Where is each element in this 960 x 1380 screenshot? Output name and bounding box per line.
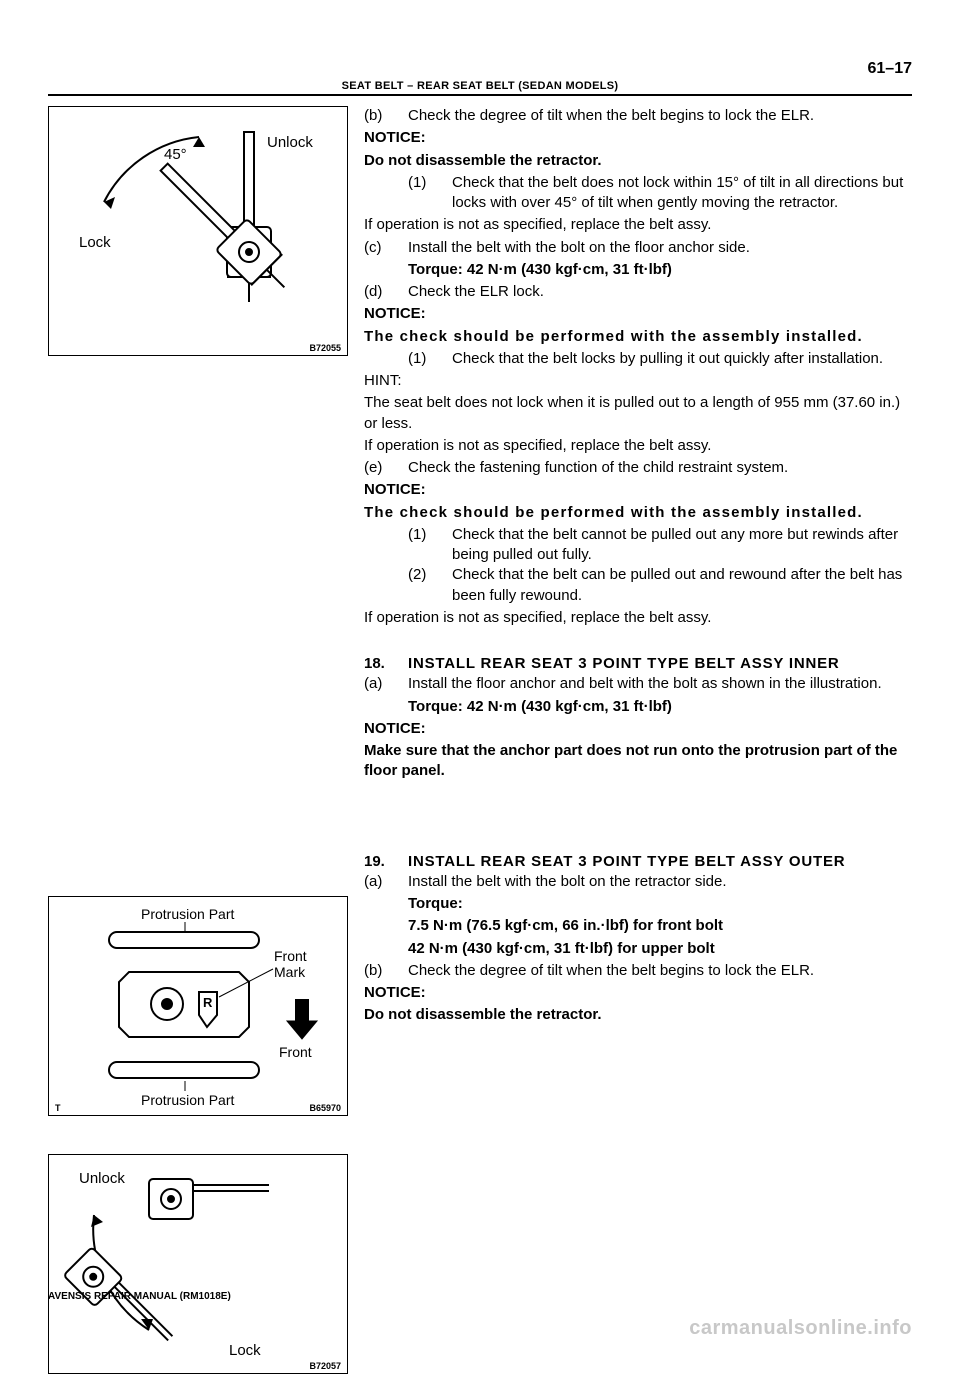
notice-4: NOTICE: <box>364 719 912 739</box>
section-19-title: INSTALL REAR SEAT 3 POINT TYPE BELT ASSY… <box>408 852 912 872</box>
section-19-head: 19. INSTALL REAR SEAT 3 POINT TYPE BELT … <box>364 852 912 872</box>
hint-text: The seat belt does not lock when it is p… <box>364 393 912 434</box>
text-e1: Check that the belt cannot be pulled out… <box>452 525 912 566</box>
item-19b: (b) Check the degree of tilt when the be… <box>364 961 912 981</box>
footer-manual-id: AVENSIS REPAIR MANUAL (RM1018E) <box>48 1291 231 1302</box>
figure-retractor-tilt-2: Unlock 45° <box>48 1154 348 1374</box>
hint-label: HINT: <box>364 371 912 391</box>
fig2-protrusion-bot: Protrusion Part <box>141 1092 234 1108</box>
text-d1: Check that the belt locks by pulling it … <box>452 349 912 369</box>
notice-1: NOTICE: <box>364 128 912 148</box>
item-e-2: (2) Check that the belt can be pulled ou… <box>364 565 912 606</box>
fig3-unlock: Unlock <box>79 1170 125 1187</box>
item-e: (e) Check the fastening function of the … <box>364 458 912 478</box>
ifop-2: If operation is not as specified, replac… <box>364 436 912 456</box>
fig2-front: Front <box>279 1044 312 1060</box>
fig3-lock: Lock <box>229 1342 261 1359</box>
fig1-unlock: Unlock <box>267 134 313 151</box>
running-head: SEAT BELT – REAR SEAT BELT (SEDAN MODELS… <box>48 80 912 92</box>
label-c: (c) <box>364 238 408 258</box>
torque-18a: Torque: 42 N·m (430 kgf·cm, 31 ft·lbf) <box>364 697 912 717</box>
torque-19a-label: Torque: <box>364 894 912 914</box>
page-number: 61–17 <box>48 60 912 78</box>
item-b-1: (1) Check that the belt does not lock wi… <box>364 173 912 214</box>
label-b1: (1) <box>408 173 452 214</box>
notice-2-text: The check should be performed with the a… <box>364 327 912 347</box>
text-e: Check the fastening function of the chil… <box>408 458 912 478</box>
figure-floor-anchor: Protrusion Part R Front Mark <box>48 896 348 1116</box>
notice-1-text: Do not disassemble the retractor. <box>364 151 912 171</box>
ifop-3: If operation is not as specified, replac… <box>364 608 912 628</box>
text-e2: Check that the belt can be pulled out an… <box>452 565 912 606</box>
text-19b: Check the degree of tilt when the belt b… <box>408 961 912 981</box>
item-18a: (a) Install the floor anchor and belt wi… <box>364 674 912 694</box>
label-19a: (a) <box>364 872 408 892</box>
fig1-lock: Lock <box>79 234 111 251</box>
item-e-1: (1) Check that the belt cannot be pulled… <box>364 525 912 566</box>
notice-5-text: Do not disassemble the retractor. <box>364 1005 912 1025</box>
text-18a: Install the floor anchor and belt with t… <box>408 674 912 694</box>
label-e: (e) <box>364 458 408 478</box>
item-b: (b) Check the degree of tilt when the be… <box>364 106 912 126</box>
section-18-num: 18. <box>364 654 408 674</box>
text-c: Install the belt with the bolt on the fl… <box>408 238 912 258</box>
item-d-1: (1) Check that the belt locks by pulling… <box>364 349 912 369</box>
label-e1: (1) <box>408 525 452 566</box>
section-19-num: 19. <box>364 852 408 872</box>
fig2-frontmark-2: Mark <box>274 964 306 980</box>
notice-2: NOTICE: <box>364 304 912 324</box>
fig1-angle: 45° <box>164 146 187 163</box>
text-b1: Check that the belt does not lock within… <box>452 173 912 214</box>
torque-c: Torque: 42 N·m (430 kgf·cm, 31 ft·lbf) <box>364 260 912 280</box>
label-b: (b) <box>364 106 408 126</box>
fig2-code-right: B65970 <box>309 1103 341 1113</box>
svg-text:Front Mark: Front Mark <box>274 948 311 980</box>
torque-19a-2: 42 N·m (430 kgf·cm, 31 ft·lbf) for upper… <box>364 939 912 959</box>
fig3-code: B72057 <box>309 1361 341 1371</box>
label-18a: (a) <box>364 674 408 694</box>
right-column: (b) Check the degree of tilt when the be… <box>364 106 912 1374</box>
notice-4-text: Make sure that the anchor part does not … <box>364 741 912 782</box>
label-e2: (2) <box>408 565 452 606</box>
fig1-code: B72055 <box>309 343 341 353</box>
figure-retractor-tilt-1: 45° Unlock Lock B72055 <box>48 106 348 356</box>
label-d1: (1) <box>408 349 452 369</box>
left-column: 45° Unlock Lock B72055 Protrusion Part <box>48 106 348 1374</box>
item-c: (c) Install the belt with the bolt on th… <box>364 238 912 258</box>
item-19a: (a) Install the belt with the bolt on th… <box>364 872 912 892</box>
fig2-frontmark-1: Front <box>274 948 307 964</box>
fig2-protrusion-top: Protrusion Part <box>141 906 234 922</box>
item-d: (d) Check the ELR lock. <box>364 282 912 302</box>
fig2-code-left: T <box>55 1103 61 1113</box>
torque-19a-1: 7.5 N·m (76.5 kgf·cm, 66 in.·lbf) for fr… <box>364 916 912 936</box>
content-area: 45° Unlock Lock B72055 Protrusion Part <box>48 106 912 1374</box>
notice-3: NOTICE: <box>364 480 912 500</box>
text-19a: Install the belt with the bolt on the re… <box>408 872 912 892</box>
header-rule <box>48 94 912 96</box>
text-d: Check the ELR lock. <box>408 282 912 302</box>
notice-3-text: The check should be performed with the a… <box>364 503 912 523</box>
label-19b: (b) <box>364 961 408 981</box>
label-d: (d) <box>364 282 408 302</box>
section-18-title: INSTALL REAR SEAT 3 POINT TYPE BELT ASSY… <box>408 654 912 674</box>
watermark: carmanualsonline.info <box>689 1317 912 1340</box>
fig2-r: R <box>203 995 213 1010</box>
ifop-1: If operation is not as specified, replac… <box>364 215 912 235</box>
text-b: Check the degree of tilt when the belt b… <box>408 106 912 126</box>
section-18-head: 18. INSTALL REAR SEAT 3 POINT TYPE BELT … <box>364 654 912 674</box>
notice-5: NOTICE: <box>364 983 912 1003</box>
